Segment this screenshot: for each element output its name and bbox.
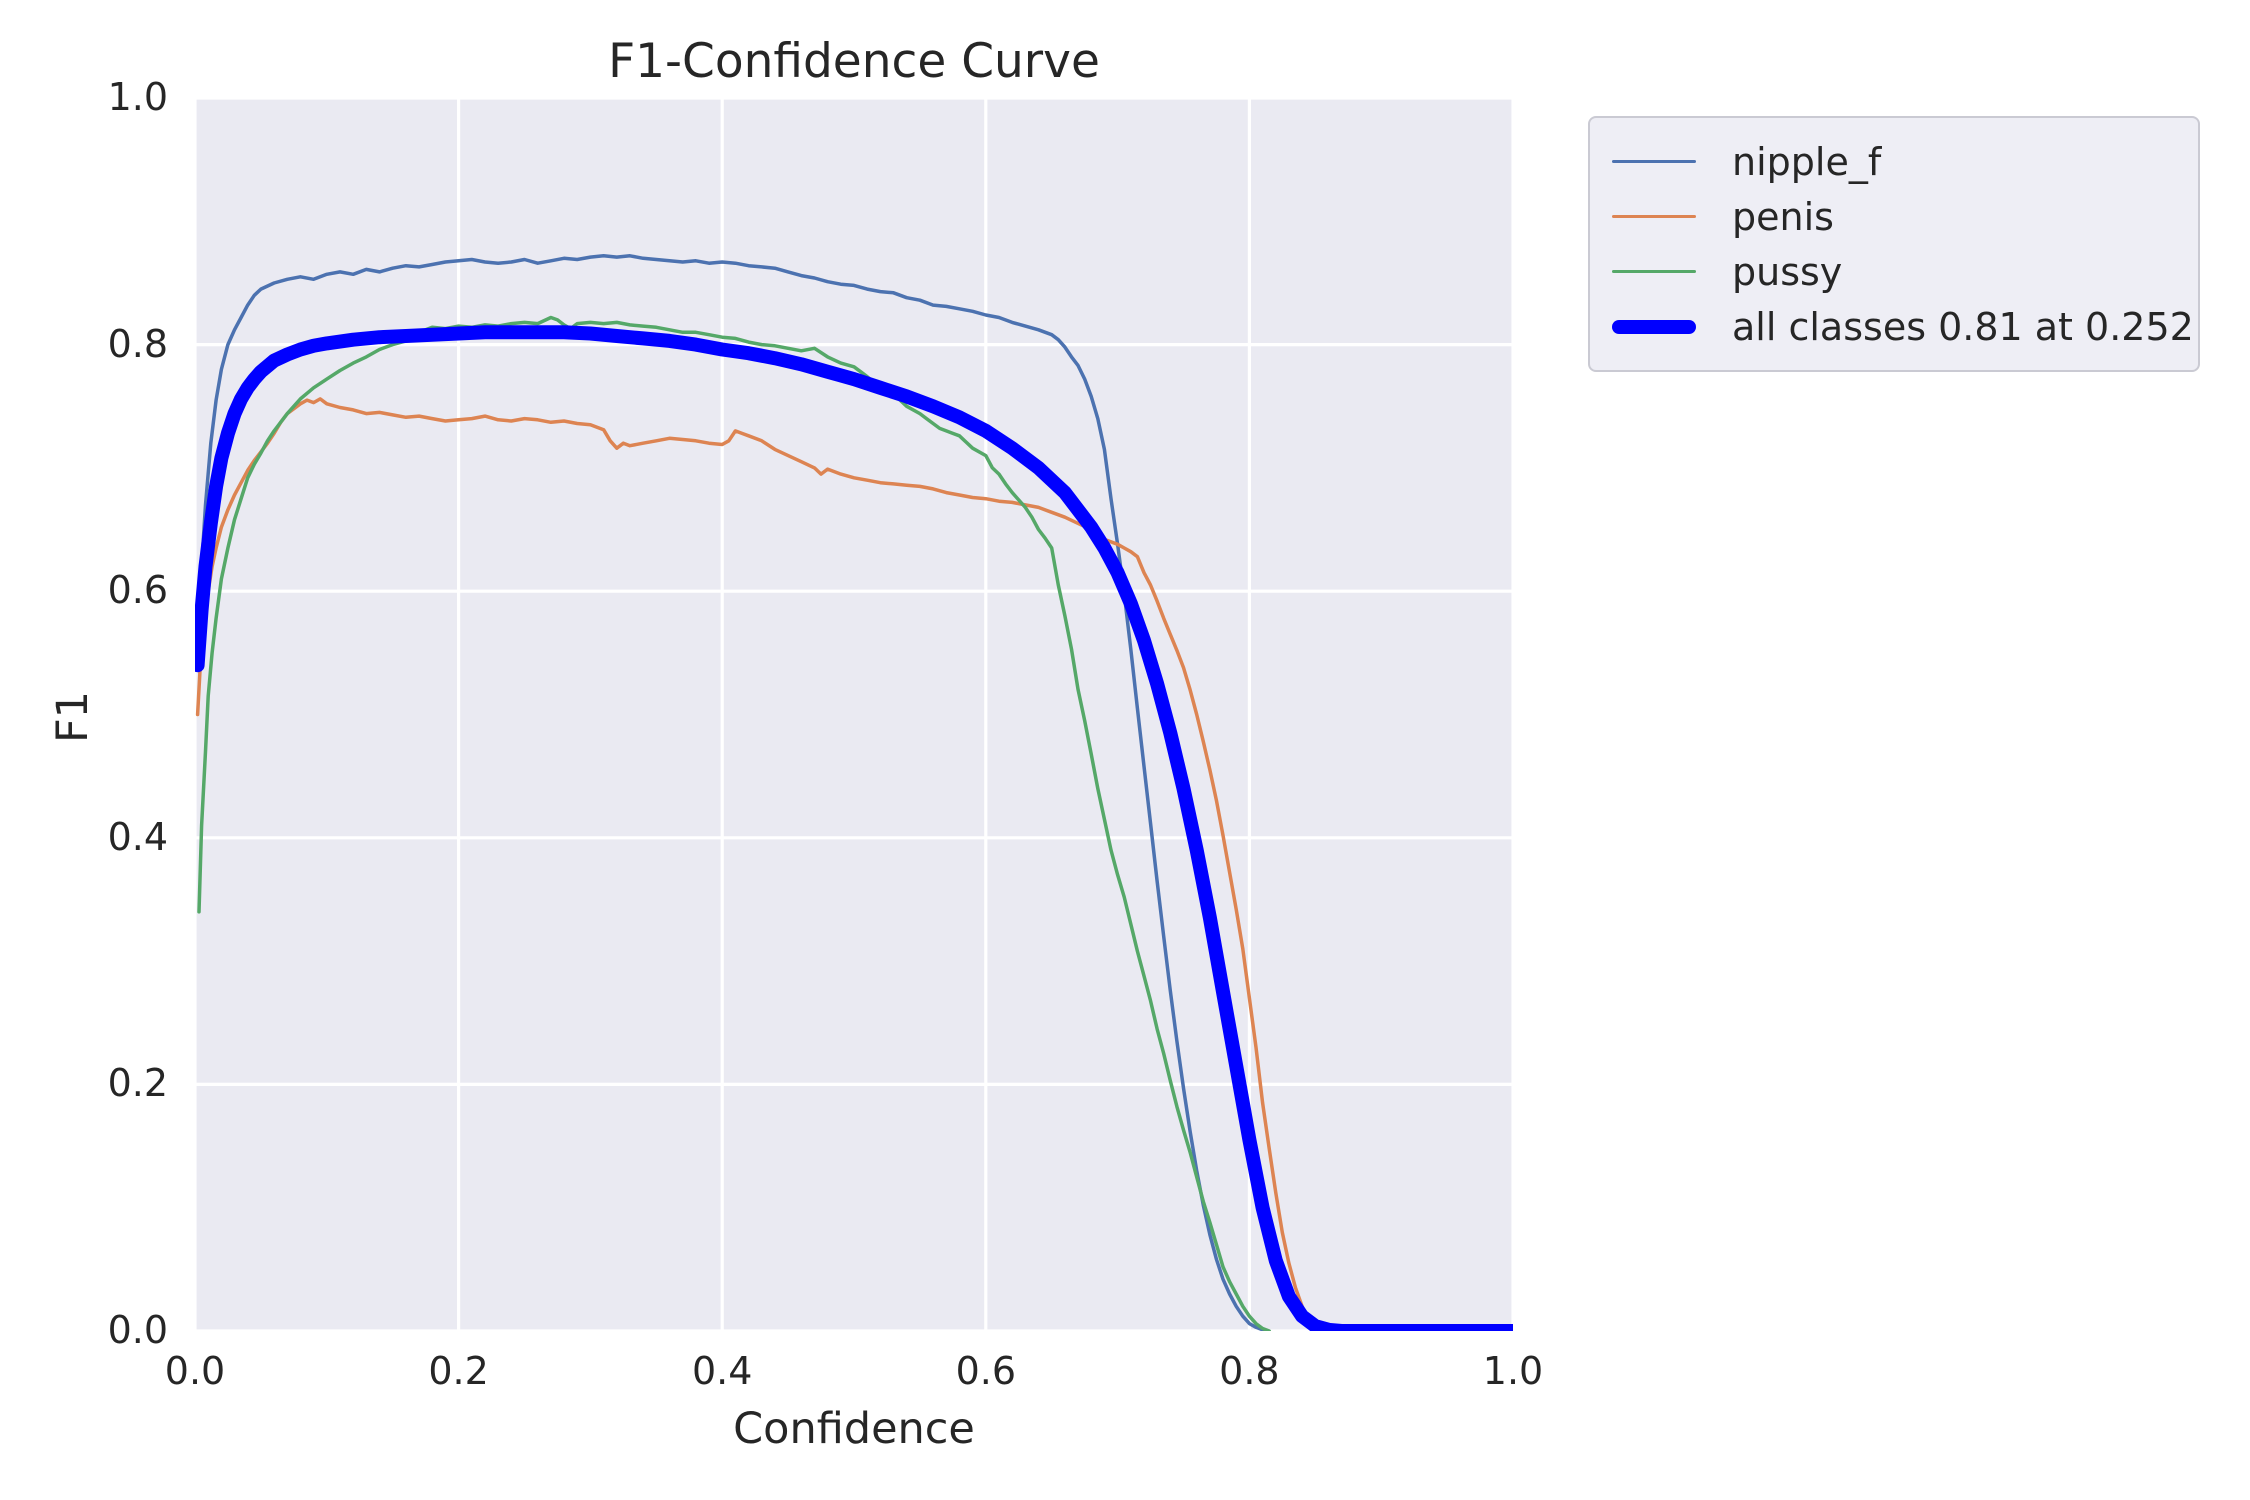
legend-label: pussy (1732, 249, 1843, 294)
legend-item-penis: penis (1612, 189, 2176, 244)
y-tick-label-0.2: 0.2 (107, 1061, 168, 1106)
legend-item-nipple_f: nipple_f (1612, 134, 2176, 189)
x-tick-label-0.4: 0.4 (691, 1349, 753, 1393)
y-tick-label-0.8: 0.8 (107, 321, 168, 366)
x-tick-label-0.6: 0.6 (955, 1349, 1017, 1393)
series-line-nipple_f (195, 254, 1270, 1331)
y-axis-label: F1 (48, 690, 98, 744)
y-tick-label-1.0: 1.0 (107, 75, 168, 119)
legend-swatch-all (1612, 319, 1696, 334)
chart-title: F1-Confidence Curve (608, 34, 1100, 89)
x-tick-label-0.0: 0.0 (164, 1349, 226, 1393)
y-tick-label-0.6: 0.6 (107, 568, 168, 613)
x-tick-label-0.8: 0.8 (1219, 1349, 1280, 1393)
legend-swatch-penis (1612, 214, 1696, 219)
x-tick-label-1.0: 1.0 (1482, 1349, 1544, 1393)
legend-label: nipple_f (1732, 139, 1882, 184)
legend-item-pussy: pussy (1612, 244, 2176, 299)
series-line-penis (195, 397, 1315, 1331)
x-tick-label-0.2: 0.2 (428, 1349, 489, 1393)
series-line-all-classes (195, 325, 1513, 1331)
legend-swatch-nipple_f (1612, 159, 1696, 164)
legend-item-all: all classes 0.81 at 0.252 (1612, 299, 2194, 354)
y-tick-label-0.4: 0.4 (107, 814, 168, 859)
plot-background (195, 98, 1513, 1331)
series-line-pussy (197, 315, 1271, 1331)
y-tick-label-0.0: 0.0 (107, 1308, 168, 1352)
legend-swatch-pussy (1612, 269, 1696, 274)
x-axis-label: Confidence (733, 1404, 975, 1454)
legend-label: all classes 0.81 at 0.252 (1732, 304, 2194, 349)
legend-label: penis (1732, 194, 1834, 239)
